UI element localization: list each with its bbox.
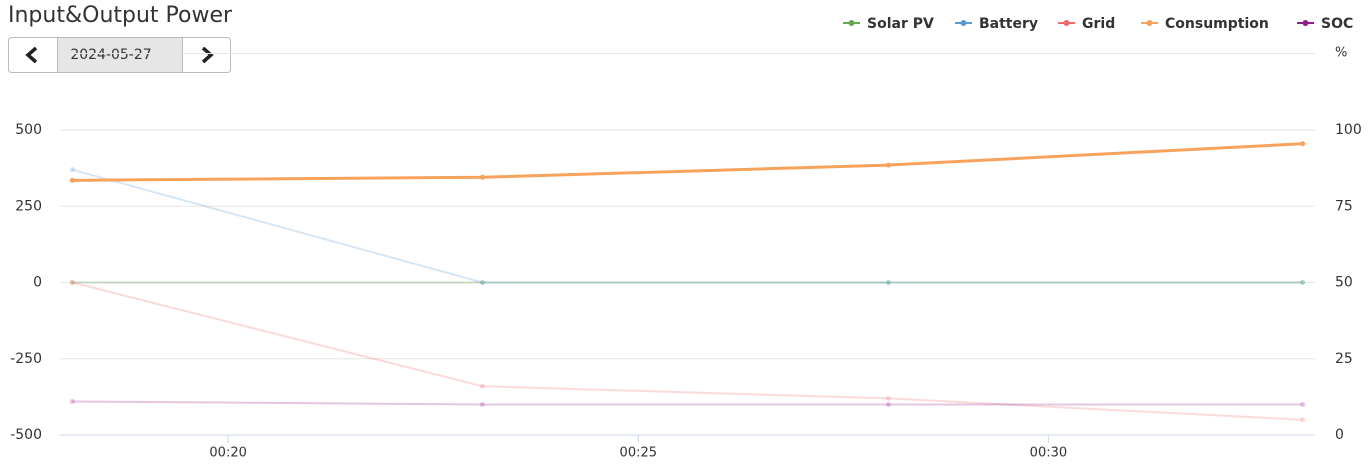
y-tick-label: 250 — [15, 198, 42, 214]
data-point — [479, 174, 485, 180]
y-tick-label: -500 — [10, 427, 42, 443]
series-line — [72, 281, 1303, 421]
data-point — [885, 395, 891, 401]
legend-label[interactable]: Battery — [979, 16, 1038, 32]
y-tick-label: -250 — [10, 351, 42, 367]
data-point — [69, 280, 75, 285]
series-line — [72, 400, 1303, 406]
data-point — [885, 280, 891, 285]
x-tick-label: 00:20 — [209, 446, 246, 461]
y2-tick-label: 75 — [1335, 198, 1353, 214]
data-point — [479, 402, 485, 407]
data-point — [885, 402, 891, 407]
next-button[interactable] — [201, 46, 214, 64]
series-line — [72, 142, 1303, 182]
x-tick-label: 00:30 — [1030, 446, 1067, 461]
data-point — [1300, 417, 1306, 423]
data-point — [885, 280, 891, 285]
prev-button[interactable] — [25, 46, 38, 64]
y2-axis-label: % — [1335, 46, 1347, 61]
chart-title: Input&Output Power — [8, 3, 233, 28]
legend-marker-dot[interactable] — [848, 20, 855, 26]
y-tick-label: 0 — [33, 275, 42, 291]
y2-tick-label: 50 — [1335, 275, 1353, 291]
y2-tick-label: 0 — [1335, 427, 1344, 443]
data-point — [479, 280, 485, 285]
legend-label[interactable]: Grid — [1082, 16, 1115, 32]
date-box[interactable] — [57, 37, 183, 73]
y2-tick-label: 100 — [1335, 122, 1362, 138]
date-label: 2024-05-27 — [70, 47, 151, 63]
legend-label[interactable]: Consumption — [1165, 16, 1269, 32]
data-point — [69, 177, 75, 183]
legend-label[interactable]: SOC — [1321, 16, 1353, 32]
data-point — [1300, 402, 1306, 407]
series-line — [72, 168, 1303, 284]
y2-tick-label: 25 — [1335, 351, 1353, 367]
data-point — [69, 167, 75, 173]
legend-marker-dot[interactable] — [960, 20, 967, 26]
legend-label[interactable]: Solar PV — [867, 16, 934, 32]
data-point — [479, 383, 485, 389]
data-point — [69, 280, 75, 285]
y-tick-label: 500 — [15, 122, 42, 138]
data-point — [1300, 141, 1306, 147]
data-point — [69, 398, 75, 404]
data-point — [885, 162, 891, 168]
x-tick-label: 00:25 — [620, 446, 657, 461]
data-point — [479, 280, 485, 285]
date-picker: 2024-05-27 — [8, 37, 231, 73]
legend-marker-dot[interactable] — [1146, 20, 1153, 26]
data-point — [1300, 280, 1306, 285]
legend-marker-dot[interactable] — [1063, 20, 1070, 26]
legend-marker-dot[interactable] — [1302, 20, 1309, 26]
data-point — [1300, 280, 1306, 285]
